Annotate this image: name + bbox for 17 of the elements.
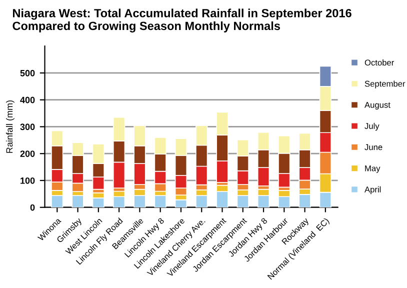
legend-label: October: [364, 59, 394, 66]
y-tick-label: 200: [20, 150, 35, 157]
legend-label: August: [364, 102, 390, 110]
y-tick-label: 400: [20, 96, 35, 104]
y-axis-title: Rainfall (mm): [6, 100, 14, 153]
legend-label: September: [364, 80, 406, 88]
y-tick-label: 300: [20, 124, 35, 130]
legend-label: May: [365, 165, 380, 173]
y-tick-label: 0: [30, 204, 35, 211]
chart-title: Niagara West: Total Accumulated Rainfall in September 2016 Compared to Growing Season Monthly Normals: [12, 8, 352, 32]
legend-label: July: [364, 122, 380, 131]
y-tick-label: 100: [20, 177, 35, 184]
y-tick-label: 500: [20, 70, 35, 76]
legend-label: April: [364, 186, 381, 194]
bar: [72, 195, 84, 208]
legend-label: June: [364, 144, 382, 150]
bar: [154, 195, 166, 208]
